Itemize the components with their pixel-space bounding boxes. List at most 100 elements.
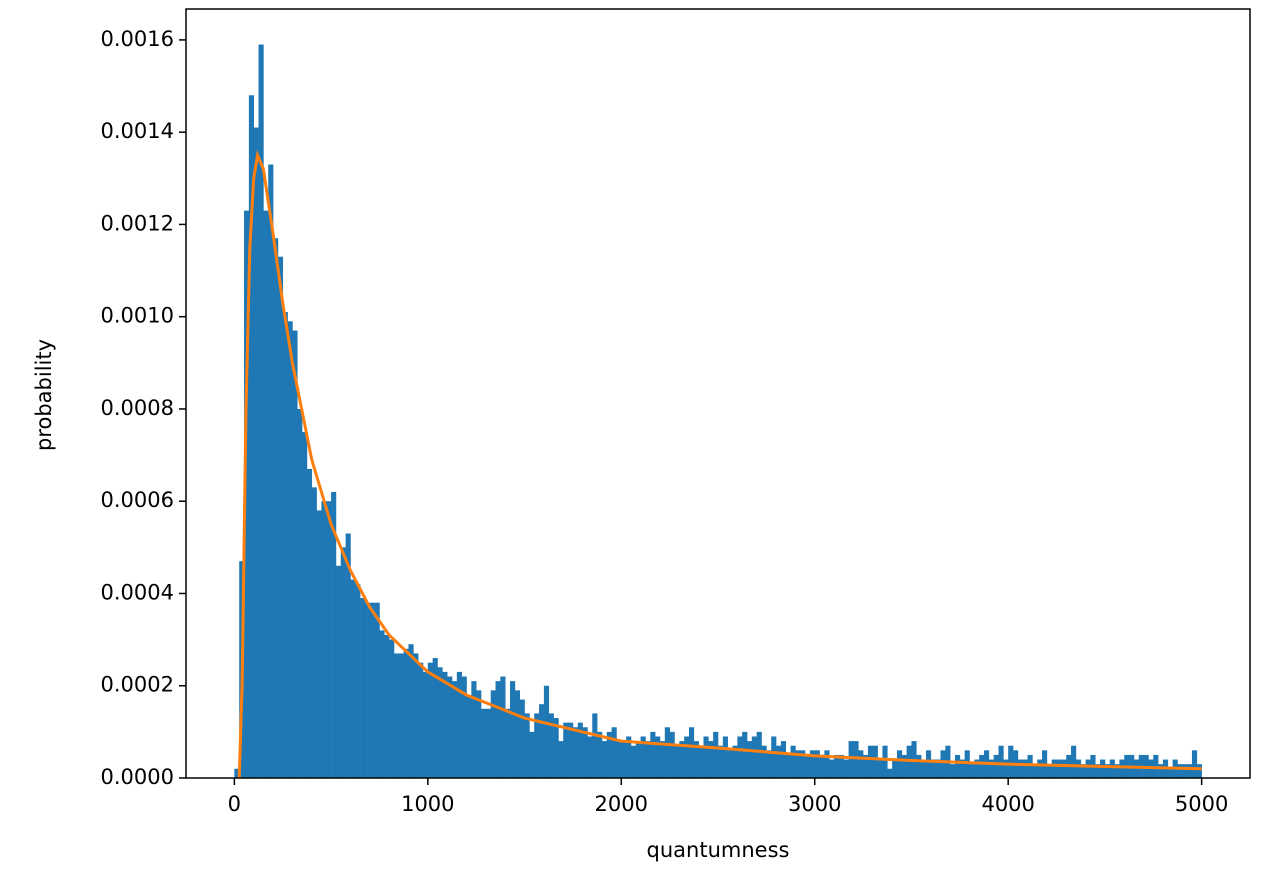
bar: [921, 759, 927, 778]
bar: [277, 256, 284, 778]
bar: [863, 754, 869, 778]
bar: [355, 584, 361, 778]
bar: [611, 727, 617, 778]
bar: [998, 745, 1004, 778]
bar: [766, 750, 772, 778]
bar: [316, 510, 322, 778]
bar: [1133, 759, 1140, 778]
bar: [867, 745, 874, 778]
bar: [756, 731, 762, 778]
y-tick-label: 0.0000: [101, 765, 174, 789]
bar: [824, 750, 830, 778]
bar: [795, 750, 801, 778]
bar: [306, 468, 313, 778]
bar: [679, 741, 685, 778]
bar: [384, 634, 390, 778]
bar: [592, 713, 598, 778]
bar: [693, 741, 699, 778]
bar: [1046, 764, 1053, 778]
bar: [1051, 759, 1057, 778]
bar: [350, 579, 356, 778]
bar: [461, 676, 467, 778]
bar: [587, 736, 593, 778]
bar: [369, 602, 375, 778]
bar: [853, 741, 859, 778]
bar: [297, 408, 303, 778]
y-tick-label: 0.0016: [101, 27, 174, 51]
bar: [790, 745, 796, 778]
bar: [805, 754, 811, 778]
bar: [751, 736, 757, 778]
bar: [422, 671, 429, 778]
bar: [732, 745, 738, 778]
bar: [621, 741, 627, 778]
bar: [959, 759, 965, 778]
y-tick-label: 0.0010: [101, 304, 174, 328]
bar: [1008, 745, 1014, 778]
bar: [969, 764, 975, 778]
bar: [1104, 764, 1111, 778]
bar: [819, 754, 825, 778]
bar: [1022, 759, 1028, 778]
bar: [776, 745, 782, 778]
bar: [771, 736, 777, 778]
bar: [940, 750, 946, 778]
bar: [606, 731, 612, 778]
bar: [510, 681, 516, 778]
bar: [543, 685, 550, 778]
bar: [1158, 764, 1164, 778]
y-tick-label: 0.0006: [101, 488, 174, 512]
bar: [843, 759, 849, 778]
bar: [345, 533, 351, 778]
bar: [669, 731, 675, 778]
bar: [1100, 759, 1106, 778]
bar: [916, 754, 922, 778]
bar: [539, 704, 545, 778]
bar: [882, 745, 888, 778]
bar: [253, 127, 259, 778]
bar: [640, 736, 646, 778]
bar: [432, 658, 438, 778]
bar: [558, 741, 564, 778]
bar: [659, 741, 666, 778]
bar: [398, 653, 404, 778]
y-tick-label: 0.0008: [101, 396, 174, 420]
x-tick-label: 5000: [1175, 792, 1228, 816]
bar: [374, 602, 380, 778]
bar: [268, 164, 274, 779]
bar: [568, 722, 574, 778]
y-tick-label: 0.0012: [101, 211, 174, 235]
bar: [292, 330, 298, 778]
bar: [858, 750, 864, 778]
bar: [925, 750, 932, 778]
bar: [437, 667, 443, 778]
bar: [979, 754, 985, 778]
bar: [1080, 764, 1086, 778]
bar: [635, 741, 641, 778]
bar: [452, 681, 458, 778]
bar: [335, 565, 342, 778]
bar: [258, 44, 264, 779]
bar: [413, 653, 419, 778]
bar: [282, 312, 288, 778]
bar: [514, 690, 521, 778]
bar: [993, 754, 999, 778]
bar: [1191, 750, 1198, 778]
bar: [1032, 764, 1038, 778]
bar: [1017, 759, 1023, 778]
y-tick-label: 0.0014: [101, 119, 174, 143]
bar: [403, 648, 409, 778]
bar: [534, 713, 540, 778]
bar: [688, 727, 695, 778]
bar: [1167, 768, 1173, 778]
bar: [1037, 759, 1043, 778]
bar: [809, 750, 816, 778]
bar: [273, 238, 279, 778]
bar: [447, 676, 453, 778]
bar: [848, 741, 854, 778]
x-tick-label: 2000: [595, 792, 648, 816]
bar: [311, 487, 317, 778]
bar: [481, 708, 487, 778]
bar: [698, 745, 704, 778]
bar: [582, 727, 588, 778]
